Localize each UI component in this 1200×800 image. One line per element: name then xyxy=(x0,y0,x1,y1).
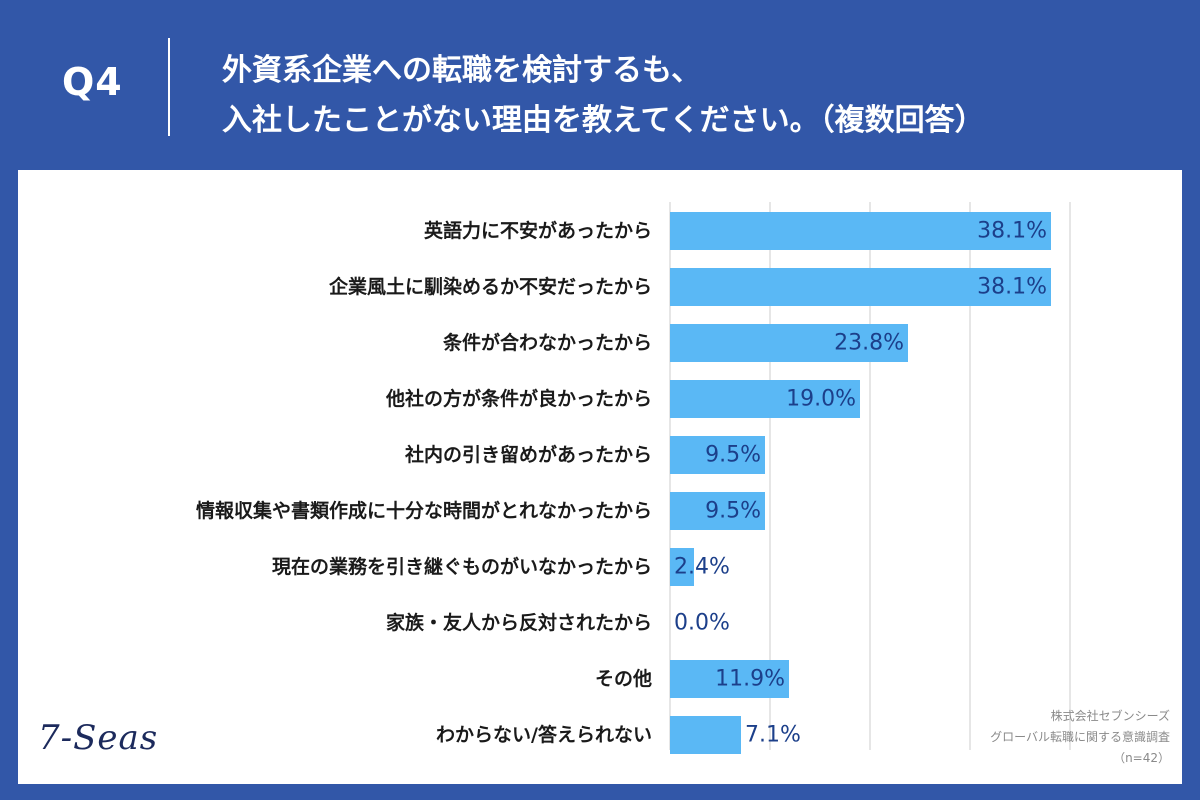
category-label: 企業風土に馴染めるか不安だったから xyxy=(328,275,652,298)
source-note: 株式会社セブンシーズ グローバル転職に関する意識調査 （n=42） xyxy=(990,706,1170,769)
data-label: 9.5% xyxy=(705,499,761,524)
bar xyxy=(670,268,1051,306)
data-label: 2.4% xyxy=(674,555,730,580)
category-label: 他社の方が条件が良かったから xyxy=(385,387,652,410)
question-number: Q4 xyxy=(62,60,123,104)
bar-chart: 英語力に不安があったから 38.1% 企業風土に馴染めるか不安だったから 38.1% 条… xyxy=(196,202,1071,754)
chart-panel: 英語力に不安があったから 38.1% 企業風土に馴染めるか不安だったから 38.1% 条… xyxy=(18,170,1182,784)
question-text-line-2: 入社したことがない理由を教えてください。（複数回答） xyxy=(222,103,985,138)
data-label: 9.5% xyxy=(705,443,761,468)
data-label: 0.0% xyxy=(674,611,730,636)
category-label: その他 xyxy=(595,667,652,690)
data-label: 23.8% xyxy=(834,331,904,356)
bar xyxy=(670,324,908,362)
question-text-line-1: 外資系企業への転職を検討するも、 xyxy=(222,53,702,88)
question-header: Q4 外資系企業への転職を検討するも、 入社したことがない理由を教えてください。… xyxy=(0,0,1200,168)
bar xyxy=(670,492,765,530)
bar xyxy=(670,212,1051,250)
data-label: 11.9% xyxy=(715,667,785,692)
data-label: 7.1% xyxy=(745,723,801,748)
data-label: 38.1% xyxy=(977,275,1047,300)
bar xyxy=(670,548,694,586)
data-label: 38.1% xyxy=(977,219,1047,244)
source-company: 株式会社セブンシーズ xyxy=(1050,709,1170,723)
category-label: 情報収集や書類作成に十分な時間がとれなかったから xyxy=(196,499,652,522)
company-logo: 7-Seas xyxy=(38,718,159,758)
category-label: 条件が合わなかったから xyxy=(443,331,652,354)
source-sample: （n=42） xyxy=(1113,751,1170,765)
bar xyxy=(670,660,789,698)
category-label: 英語力に不安があったから xyxy=(424,219,652,242)
bar xyxy=(670,380,860,418)
bar xyxy=(670,716,741,754)
category-label: わからない/答えられない xyxy=(436,723,652,746)
category-label: 社内の引き留めがあったから xyxy=(404,443,652,466)
source-survey: グローバル転職に関する意識調査 xyxy=(990,730,1170,744)
category-label: 家族・友人から反対されたから xyxy=(386,611,652,634)
data-label: 19.0% xyxy=(786,387,856,412)
header-divider xyxy=(168,38,170,136)
bar xyxy=(670,436,765,474)
category-label: 現在の業務を引き継ぐものがいなかったから xyxy=(272,555,652,578)
